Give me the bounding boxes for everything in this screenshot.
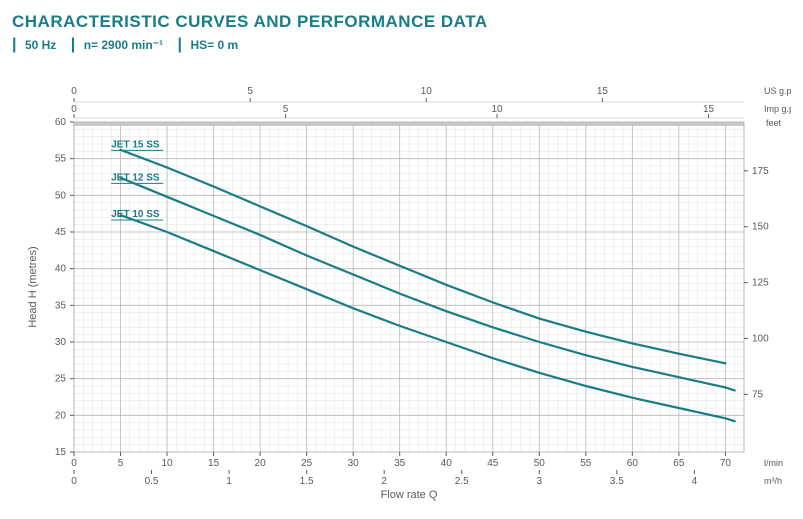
svg-text:70: 70	[720, 458, 732, 469]
svg-text:15: 15	[55, 447, 67, 458]
svg-text:60: 60	[55, 117, 67, 128]
svg-text:15: 15	[703, 104, 715, 115]
subtitle-speed: n= 2900 min⁻¹	[84, 38, 163, 52]
svg-text:100: 100	[752, 333, 769, 344]
chart-container: 0510152025303540455055606570l/min00.511.…	[12, 64, 791, 504]
svg-text:35: 35	[394, 458, 406, 469]
svg-text:75: 75	[752, 389, 764, 400]
svg-text:45: 45	[55, 227, 67, 238]
svg-text:50: 50	[534, 458, 546, 469]
svg-text:45: 45	[487, 458, 499, 469]
svg-text:Head H (metres): Head H (metres)	[27, 246, 39, 327]
svg-text:4: 4	[692, 476, 698, 487]
svg-text:JET 12 SS: JET 12 SS	[111, 172, 160, 183]
svg-text:25: 25	[55, 374, 67, 385]
svg-text:3: 3	[536, 476, 542, 487]
pipe-separator: |	[71, 36, 75, 53]
subtitle-freq: 50 Hz	[25, 38, 56, 52]
subtitle-row: | 50 Hz | n= 2900 min⁻¹ | HS= 0 m	[12, 36, 791, 54]
svg-text:40: 40	[441, 458, 453, 469]
svg-text:5: 5	[283, 104, 289, 115]
svg-text:15: 15	[208, 458, 220, 469]
svg-text:175: 175	[752, 166, 769, 177]
svg-text:JET 10 SS: JET 10 SS	[111, 209, 160, 220]
svg-text:30: 30	[348, 458, 360, 469]
svg-text:10: 10	[421, 86, 433, 97]
svg-text:50: 50	[55, 190, 67, 201]
subtitle-hs: HS= 0 m	[190, 38, 238, 52]
svg-text:JET 15 SS: JET 15 SS	[111, 139, 160, 150]
performance-chart: 0510152025303540455055606570l/min00.511.…	[12, 64, 791, 504]
svg-text:US g.p.m.: US g.p.m.	[764, 86, 791, 96]
svg-text:30: 30	[55, 337, 67, 348]
svg-text:1.5: 1.5	[300, 476, 314, 487]
svg-text:65: 65	[673, 458, 685, 469]
svg-text:25: 25	[301, 458, 313, 469]
svg-text:10: 10	[161, 458, 173, 469]
svg-text:40: 40	[55, 264, 67, 275]
svg-text:5: 5	[247, 86, 253, 97]
svg-text:0: 0	[71, 86, 77, 97]
svg-text:35: 35	[55, 300, 67, 311]
svg-text:0.5: 0.5	[145, 476, 159, 487]
svg-text:125: 125	[752, 278, 769, 289]
svg-text:55: 55	[580, 458, 592, 469]
svg-text:15: 15	[597, 86, 609, 97]
page-title: CHARACTERISTIC CURVES AND PERFORMANCE DA…	[12, 12, 791, 32]
svg-text:5: 5	[118, 458, 124, 469]
svg-text:Flow rate Q: Flow rate Q	[381, 489, 438, 501]
svg-text:l/min: l/min	[764, 458, 783, 468]
svg-text:10: 10	[491, 104, 503, 115]
svg-text:0: 0	[71, 476, 77, 487]
svg-text:0: 0	[71, 458, 77, 469]
svg-text:feet: feet	[766, 118, 782, 128]
svg-text:0: 0	[71, 104, 77, 115]
svg-text:150: 150	[752, 222, 769, 233]
svg-text:1: 1	[226, 476, 232, 487]
pipe-separator: |	[178, 36, 182, 53]
svg-text:m³/h: m³/h	[764, 476, 782, 486]
svg-text:20: 20	[255, 458, 267, 469]
svg-text:60: 60	[627, 458, 639, 469]
svg-text:2: 2	[381, 476, 387, 487]
pipe-separator: |	[12, 36, 16, 53]
svg-text:20: 20	[55, 410, 67, 421]
svg-text:2.5: 2.5	[455, 476, 469, 487]
svg-text:Imp g.p.m.: Imp g.p.m.	[764, 104, 791, 114]
svg-text:3.5: 3.5	[610, 476, 624, 487]
svg-text:55: 55	[55, 154, 67, 165]
